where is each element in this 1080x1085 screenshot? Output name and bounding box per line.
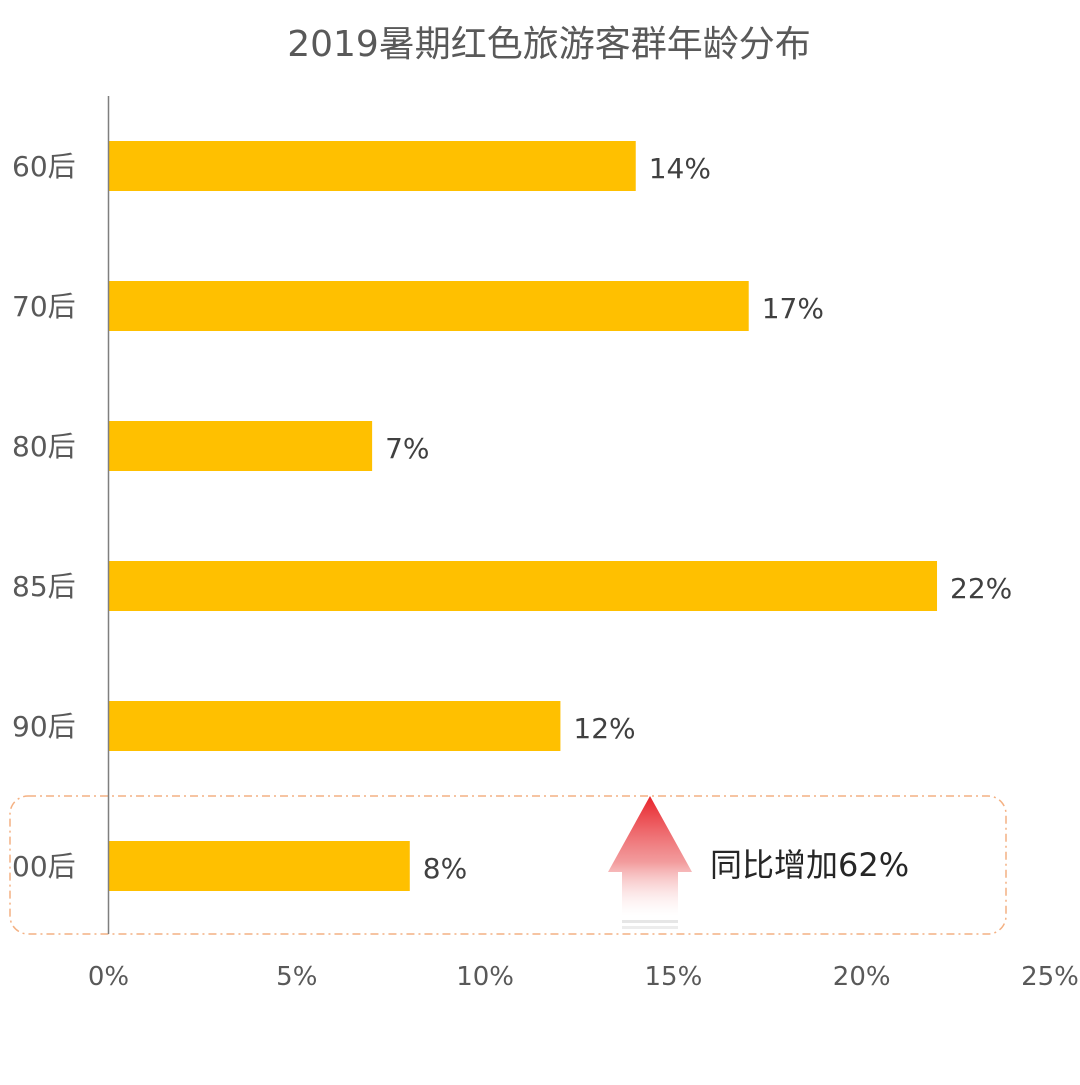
x-tick-label: 0%: [88, 962, 129, 992]
category-label: 70后: [12, 290, 76, 323]
bars-layer: [108, 141, 938, 891]
arrow-stripe: [622, 926, 678, 929]
category-label: 80后: [12, 430, 76, 463]
up-arrow-icon: [608, 796, 692, 916]
value-labels: 14% 17% 7% 22% 12% 8%: [385, 152, 1012, 885]
x-tick-label: 5%: [276, 962, 317, 992]
category-label: 85后: [12, 570, 76, 603]
data-label: 14%: [649, 152, 711, 185]
x-tick-label: 20%: [833, 962, 891, 992]
arrow-stripe: [622, 920, 678, 923]
data-label: 8%: [423, 852, 467, 885]
highlight-box: [9, 795, 1007, 935]
data-label: 22%: [950, 572, 1012, 605]
bar-4: [108, 701, 561, 751]
bar-2: [108, 421, 373, 471]
x-tick-label: 25%: [1021, 962, 1079, 992]
category-labels: 60后 70后 80后 85后 90后 00后: [12, 150, 76, 883]
bar-5: [108, 841, 410, 891]
bar-0: [108, 141, 636, 191]
bar-1: [108, 281, 749, 331]
category-label: 00后: [12, 850, 76, 883]
x-tick-label: 10%: [456, 962, 514, 992]
x-tick-label: 15%: [645, 962, 703, 992]
growth-annotation: 同比增加62%: [608, 796, 909, 929]
data-label: 17%: [762, 292, 824, 325]
chart-title: 2019暑期红色旅游客群年龄分布: [287, 24, 811, 65]
category-label: 90后: [12, 710, 76, 743]
data-label: 12%: [573, 712, 635, 745]
category-label: 60后: [12, 150, 76, 183]
growth-annotation-text: 同比增加62%: [710, 846, 909, 884]
data-label: 7%: [385, 432, 429, 465]
x-axis-ticks: 0% 5% 10% 15% 20% 25%: [88, 962, 1079, 992]
bar-3: [108, 561, 938, 611]
